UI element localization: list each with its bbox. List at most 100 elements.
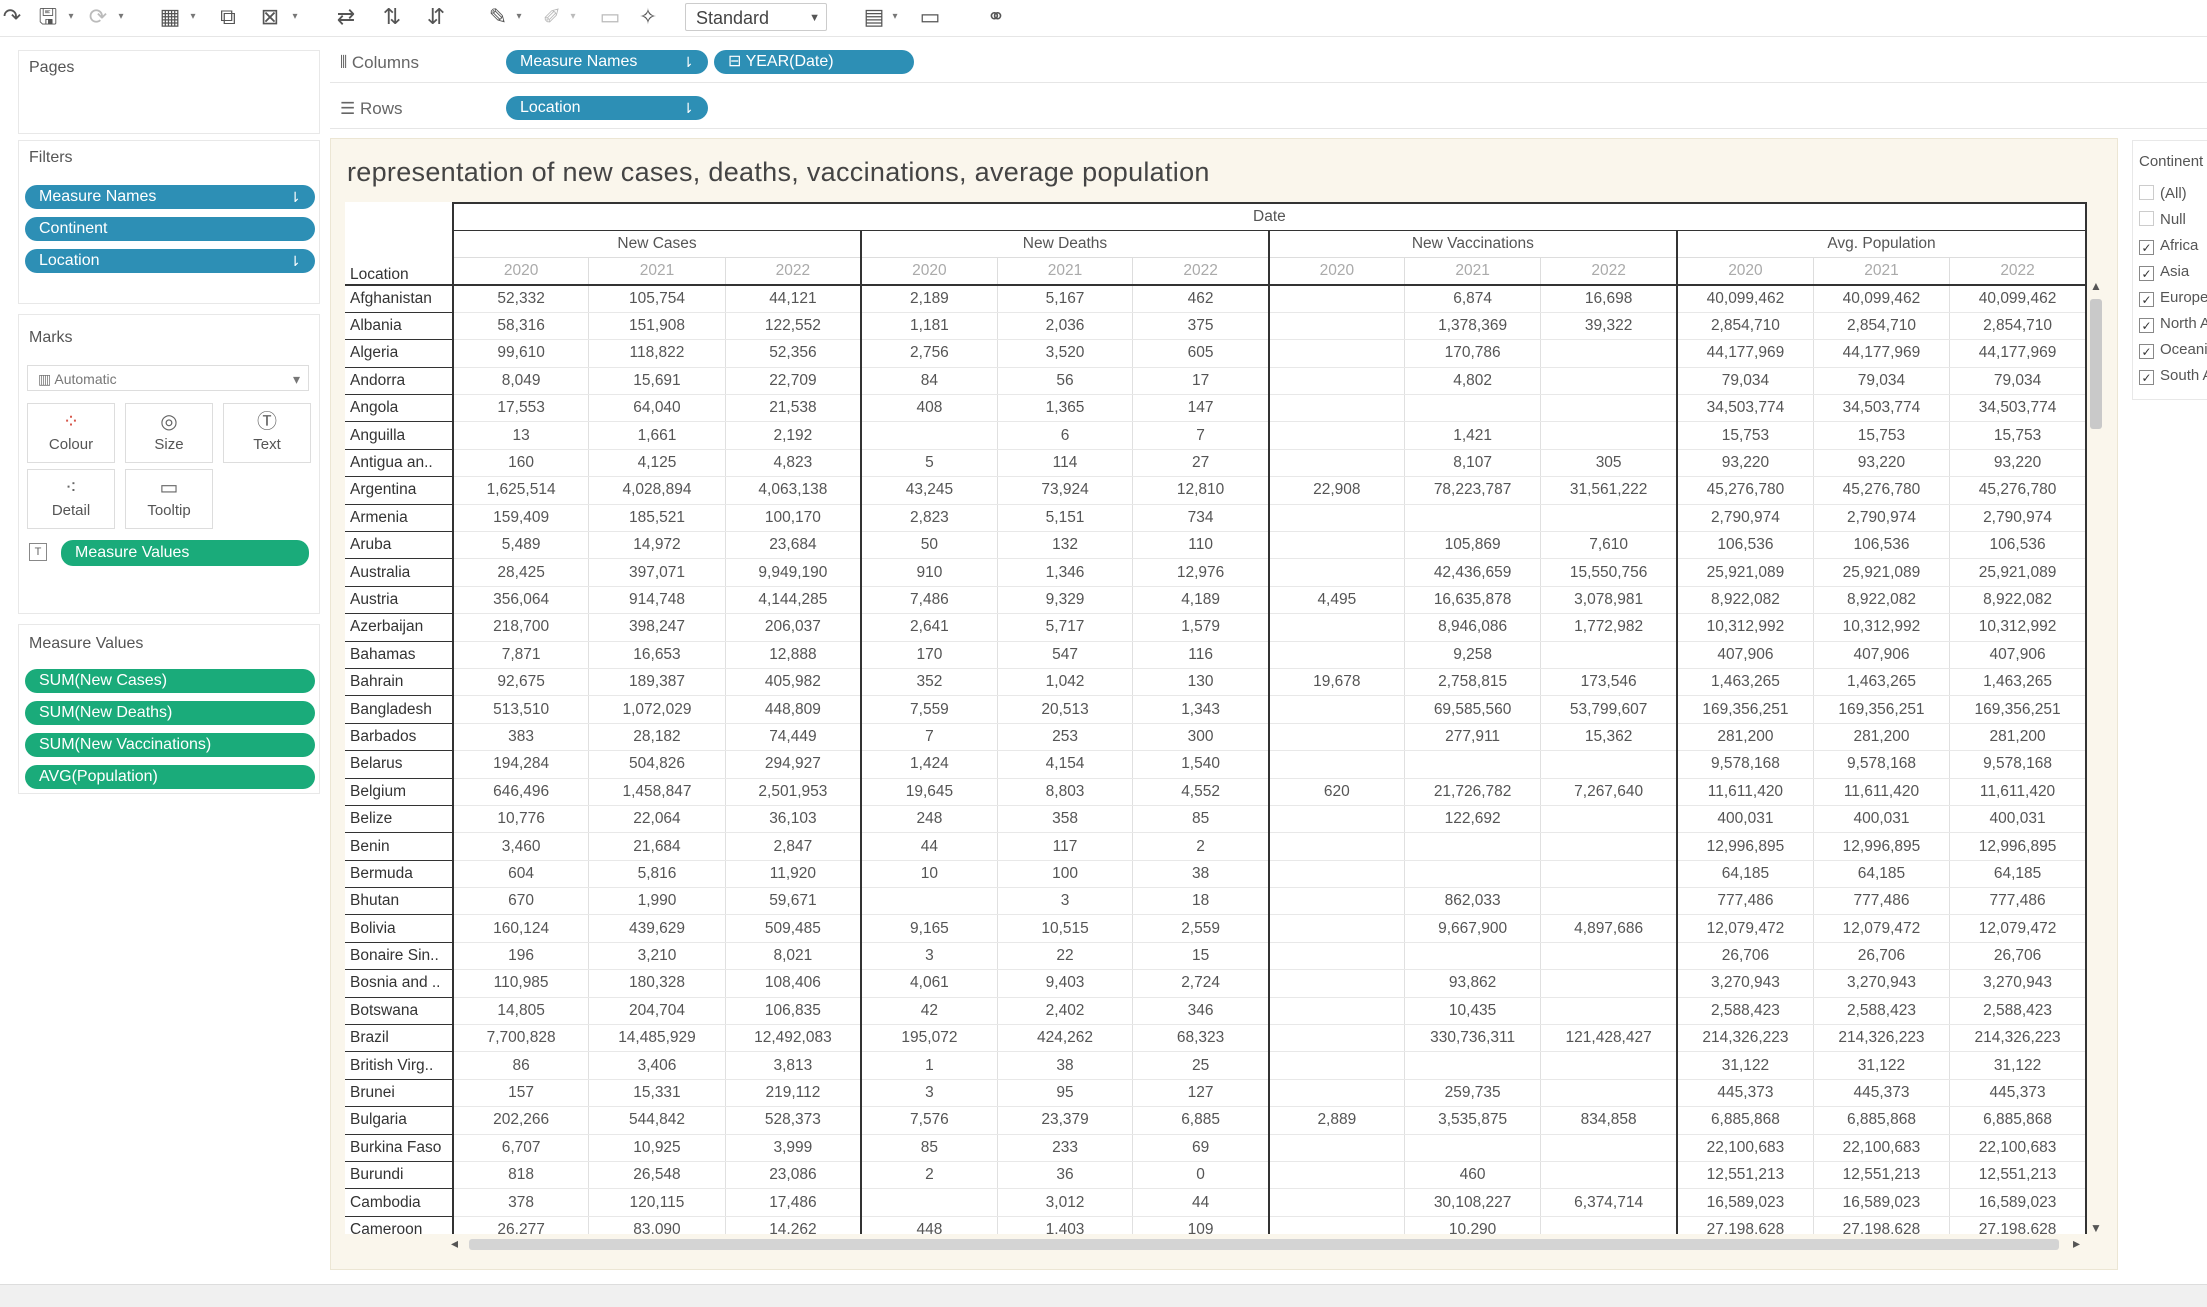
table-cell[interactable]: 3: [860, 942, 998, 971]
table-cell[interactable]: 27: [1132, 449, 1269, 478]
table-cell[interactable]: 2,758,815: [1403, 668, 1541, 697]
table-cell[interactable]: [1540, 421, 1678, 450]
table-cell[interactable]: 69: [1132, 1134, 1269, 1163]
table-cell[interactable]: [1267, 531, 1405, 560]
continent-filter-item[interactable]: ✓ Europe: [2139, 289, 2207, 311]
table-cell[interactable]: 528,373: [724, 1106, 862, 1135]
table-cell[interactable]: 30,108,227: [1403, 1188, 1541, 1217]
table-cell[interactable]: 3,270,943: [1676, 969, 1814, 998]
table-cell[interactable]: 15,753: [1949, 421, 2087, 450]
table-cell[interactable]: 39,322: [1540, 312, 1678, 341]
table-cell[interactable]: 64,185: [1949, 860, 2087, 889]
table-cell[interactable]: 2,854,710: [1812, 312, 1950, 341]
table-cell[interactable]: 45,276,780: [1676, 476, 1814, 505]
row-location-label[interactable]: Austria: [345, 586, 454, 615]
table-cell[interactable]: 110: [1132, 531, 1269, 560]
table-cell[interactable]: 170: [860, 641, 998, 669]
table-cell[interactable]: [1540, 1216, 1678, 1234]
row-location-label[interactable]: Anguilla: [345, 421, 454, 450]
table-cell[interactable]: 6,707: [451, 1134, 589, 1163]
table-cell[interactable]: 407,906: [1949, 641, 2087, 669]
table-cell[interactable]: 10,435: [1403, 997, 1541, 1026]
table-cell[interactable]: 400,031: [1676, 805, 1814, 834]
table-cell[interactable]: 3,078,981: [1540, 586, 1678, 615]
table-cell[interactable]: 818: [451, 1161, 589, 1190]
table-cell[interactable]: 2,724: [1132, 969, 1269, 998]
table-cell[interactable]: [1540, 750, 1678, 779]
table-cell[interactable]: 1,463,265: [1676, 668, 1814, 697]
table-cell[interactable]: 3,210: [588, 942, 726, 971]
table-cell[interactable]: 12,976: [1132, 558, 1269, 587]
detail-button[interactable]: ⁖ Detail: [27, 469, 115, 529]
continent-filter-item[interactable]: Null: [2139, 211, 2186, 233]
table-cell[interactable]: 670: [451, 887, 589, 916]
checkbox[interactable]: ✓: [2139, 240, 2154, 255]
table-cell[interactable]: 14,972: [588, 531, 726, 560]
table-cell[interactable]: 110,985: [451, 969, 589, 998]
table-cell[interactable]: 31,561,222: [1540, 476, 1678, 505]
checkbox[interactable]: ✓: [2139, 318, 2154, 333]
table-cell[interactable]: 100: [996, 860, 1133, 889]
table-cell[interactable]: 84: [860, 367, 998, 396]
row-location-label[interactable]: Bonaire Sin..: [345, 942, 454, 971]
table-cell[interactable]: 109: [1132, 1216, 1269, 1234]
table-cell[interactable]: 219,112: [724, 1079, 862, 1108]
table-cell[interactable]: [860, 421, 998, 450]
table-cell[interactable]: 214,326,223: [1812, 1024, 1950, 1053]
table-cell[interactable]: 448: [860, 1216, 998, 1234]
table-cell[interactable]: 9,403: [996, 969, 1133, 998]
table-cell[interactable]: 17,553: [451, 394, 589, 423]
table-cell[interactable]: 106,536: [1812, 531, 1950, 560]
show-cards-icon[interactable]: ▤: [863, 4, 885, 29]
table-cell[interactable]: [1267, 394, 1405, 423]
table-cell[interactable]: 407,906: [1812, 641, 1950, 669]
table-cell[interactable]: 27,198,628: [1812, 1216, 1950, 1234]
checkbox[interactable]: ✓: [2139, 344, 2154, 359]
table-cell[interactable]: 4,802: [1403, 367, 1541, 396]
table-cell[interactable]: [1267, 1188, 1405, 1217]
table-cell[interactable]: 1,424: [860, 750, 998, 779]
save-icon[interactable]: 🖫: [38, 4, 58, 29]
year-header[interactable]: 2021: [1403, 257, 1541, 286]
row-location-label[interactable]: Burkina Faso: [345, 1134, 454, 1163]
fixed-axes-icon[interactable]: ▭: [599, 4, 621, 29]
table-cell[interactable]: 2,847: [724, 832, 862, 861]
table-cell[interactable]: 0: [1132, 1161, 1269, 1190]
table-cell[interactable]: 4,552: [1132, 778, 1269, 806]
table-cell[interactable]: 352: [860, 668, 998, 697]
table-cell[interactable]: [1267, 1024, 1405, 1053]
table-cell[interactable]: 15,331: [588, 1079, 726, 1108]
table-cell[interactable]: [1267, 1051, 1405, 1080]
table-cell[interactable]: 12,079,472: [1812, 914, 1950, 943]
table-cell[interactable]: 604: [451, 860, 589, 889]
row-location-label[interactable]: Benin: [345, 832, 454, 861]
table-cell[interactable]: 31,122: [1949, 1051, 2087, 1080]
table-cell[interactable]: 9,578,168: [1676, 750, 1814, 779]
table-cell[interactable]: 106,536: [1676, 531, 1814, 560]
table-cell[interactable]: 6: [996, 421, 1133, 450]
table-cell[interactable]: 646,496: [451, 778, 589, 806]
table-cell[interactable]: 31,122: [1812, 1051, 1950, 1080]
table-cell[interactable]: 11,611,420: [1676, 778, 1814, 806]
year-header[interactable]: 2022: [1949, 257, 2087, 286]
measure-header-new-cases[interactable]: New Cases: [451, 230, 863, 258]
table-cell[interactable]: 1: [860, 1051, 998, 1080]
table-cell[interactable]: 19,678: [1267, 668, 1405, 697]
table-cell[interactable]: 9,667,900: [1403, 914, 1541, 943]
table-cell[interactable]: 169,356,251: [1949, 695, 2087, 724]
table-cell[interactable]: [1540, 805, 1678, 834]
table-cell[interactable]: 7: [860, 723, 998, 752]
table-cell[interactable]: 195,072: [860, 1024, 998, 1053]
table-cell[interactable]: 74,449: [724, 723, 862, 752]
year-header[interactable]: 2022: [1540, 257, 1678, 286]
table-cell[interactable]: 44,177,969: [1676, 339, 1814, 368]
table-cell[interactable]: [1267, 504, 1405, 533]
table-cell[interactable]: 5,167: [996, 285, 1133, 313]
row-location-label[interactable]: Afghanistan: [345, 285, 454, 313]
row-location-label[interactable]: Botswana: [345, 997, 454, 1026]
table-cell[interactable]: 2,790,974: [1676, 504, 1814, 533]
table-cell[interactable]: 3,813: [724, 1051, 862, 1080]
table-cell[interactable]: 358: [996, 805, 1133, 834]
row-location-label[interactable]: Albania: [345, 312, 454, 341]
table-cell[interactable]: [1267, 339, 1405, 368]
